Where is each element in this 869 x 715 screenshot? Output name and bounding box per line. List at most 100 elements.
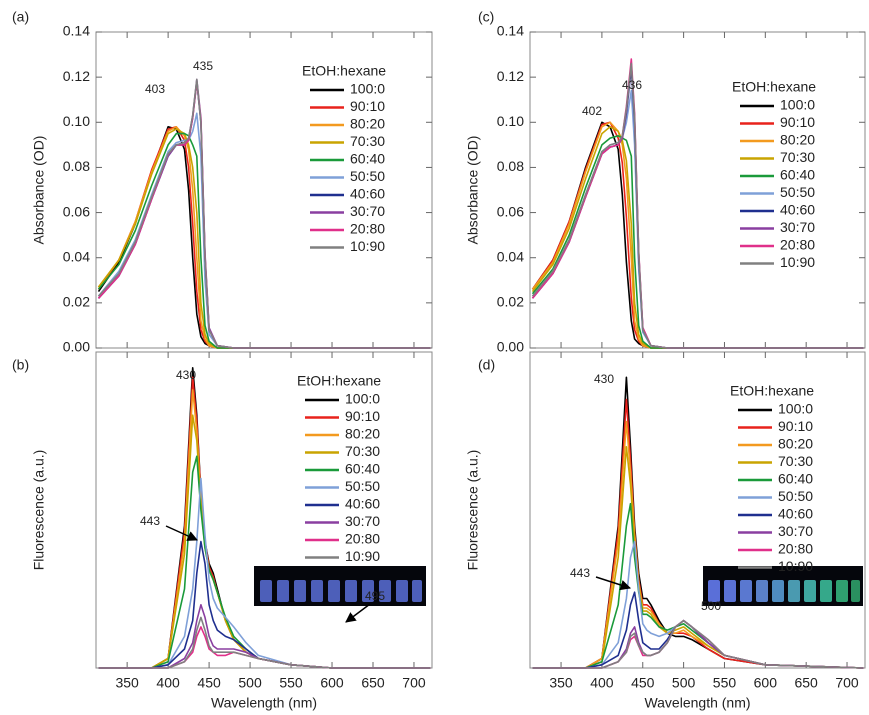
legend-label: 70:30 [345,443,380,459]
legend-label: 40:60 [778,506,813,522]
inset-photo [254,566,426,606]
spectrum-line [532,619,864,669]
y-tick-label: 0.04 [63,248,90,264]
spectrum-line [97,132,431,349]
legend-label: 60:40 [350,151,385,167]
spectrum-line [98,604,431,669]
legend-label: 100:0 [350,81,385,97]
x-tick-label: 650 [361,675,385,691]
legend-label: 60:40 [778,471,813,487]
y-tick-label: 0.12 [497,68,524,84]
y-tick-label: 0.04 [497,248,524,264]
spectrum-line [532,619,864,669]
legend-label: 90:10 [350,98,385,114]
legend-label: 60:40 [345,461,380,477]
panel-label: (c) [478,9,494,25]
y-tick-label: 0.02 [497,294,524,310]
y-axis-label: Fluorescence (a.u.) [31,450,47,571]
x-tick-label: 500 [672,675,696,691]
spectrum-line [531,62,864,349]
legend-label: 20:80 [780,237,815,253]
spectrum-line [98,616,431,669]
legend-label: 90:10 [345,408,380,424]
x-tick-label: 700 [402,675,426,691]
x-tick-label: 450 [197,675,221,691]
y-tick-label: 0.00 [497,339,524,355]
legend-label: 30:70 [345,513,380,529]
spectrum-line [98,455,431,669]
legend-title: EtOH:hexane [297,373,381,389]
spectrum-line [97,78,431,349]
x-tick-label: 350 [549,675,573,691]
legend-label: 100:0 [780,97,815,113]
x-tick-label: 550 [713,675,737,691]
x-tick-label: 650 [794,675,818,691]
legend-label: 60:40 [780,167,815,183]
annotation-arrow [345,603,371,623]
legend-label: 30:70 [350,203,385,219]
panel-label: (d) [478,357,495,373]
x-axis-label: Wavelength (nm) [211,695,317,711]
x-tick-label: 350 [115,675,139,691]
spectrum-line [532,446,864,669]
legend-title: EtOH:hexane [730,383,814,399]
annotation: 430 [176,368,196,382]
legend-label: 10:90 [345,548,380,564]
legend-label: 70:30 [350,133,385,149]
spectrum-line [98,477,431,669]
legend-label: 70:30 [780,149,815,165]
annotation: 430 [594,372,614,386]
legend-label: 40:60 [350,186,385,202]
panel: (b) 350 400 450 500 550 600 650 700 Wavelength (n… [12,351,433,711]
x-tick-label: 700 [835,675,859,691]
legend-label: 30:70 [780,219,815,235]
legend-label: 50:50 [345,478,380,494]
legend-label: 20:80 [778,541,813,557]
y-axis-label: Fluorescence (a.u.) [465,450,481,571]
y-tick-label: 0.12 [63,68,90,84]
x-tick-label: 600 [320,675,344,691]
annotation-arrow [165,525,198,541]
legend-label: 50:50 [350,168,385,184]
legend-label: 80:20 [350,116,385,132]
spectrum-line [98,626,431,669]
annotation: 500 [701,599,721,613]
legend-label: 20:80 [350,221,385,237]
annotation: 495 [365,589,385,603]
legend-title: EtOH:hexane [302,63,386,79]
y-tick-label: 0.10 [63,113,90,129]
panel: (d) 350 400 450 500 550 600 650 700 Wavelength (n… [465,351,866,711]
panel-label: (a) [12,9,29,25]
inset-photo [703,566,863,606]
legend-label: 10:90 [778,558,813,574]
y-tick-label: 0.00 [63,339,90,355]
annotation: 435 [193,59,213,73]
legend-label: 10:90 [350,238,385,254]
y-tick-label: 0.08 [63,158,90,174]
annotation: 443 [570,566,590,580]
x-axis-label: Wavelength (nm) [644,695,750,711]
legend-label: 30:70 [778,523,813,539]
x-tick-label: 400 [156,675,180,691]
annotation: 443 [140,514,160,528]
legend-label: 100:0 [345,391,380,407]
panel-label: (b) [12,357,29,373]
x-tick-label: 450 [631,675,655,691]
legend-label: 90:10 [780,114,815,130]
panel: (c) 0.00 0.02 0.04 0.06 0.08 0.10 0.12 0.14 Absor… [465,9,866,355]
x-tick-label: 550 [279,675,303,691]
legend-label: 80:20 [780,132,815,148]
legend-label: 80:20 [778,436,813,452]
y-tick-label: 0.02 [63,294,90,310]
plot-frame [529,351,866,669]
legend-label: 80:20 [345,426,380,442]
spectrum-line [532,376,864,669]
spectrum-line [532,398,864,669]
legend-label: 50:50 [778,488,813,504]
y-tick-label: 0.06 [63,203,90,219]
legend-title: EtOH:hexane [732,79,816,95]
plot-frame [95,351,433,669]
y-tick-label: 0.08 [497,158,524,174]
